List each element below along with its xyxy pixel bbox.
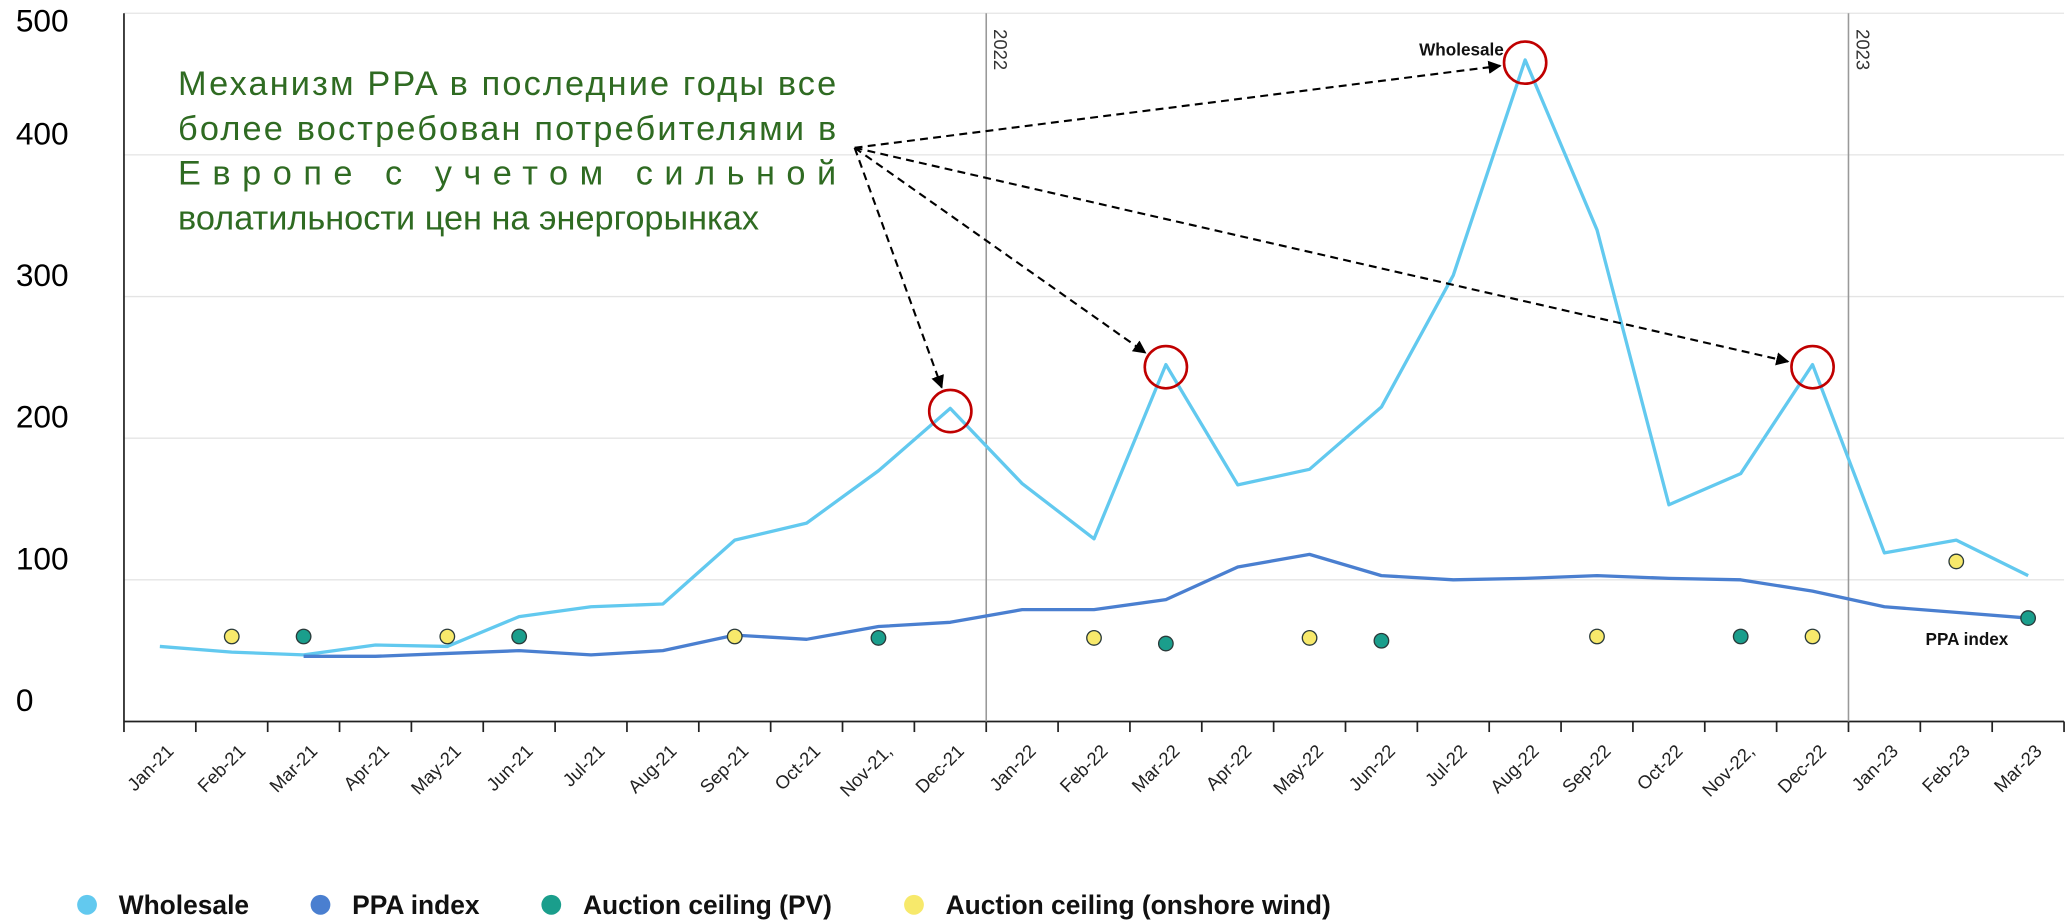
y-tick-label: 400 xyxy=(16,115,69,151)
legend-label: Auction ceiling (PV) xyxy=(583,890,832,920)
series-dot xyxy=(1589,628,1605,645)
y-tick-label: 200 xyxy=(16,399,69,435)
legend-marker xyxy=(310,894,331,915)
x-tick-label: Feb-23 xyxy=(1918,740,1974,796)
series-dot xyxy=(1732,628,1749,645)
highlight-circle xyxy=(1790,344,1835,390)
annotation-text: волатильности цен на энергорынках xyxy=(178,200,759,238)
x-tick-label: Jul-21 xyxy=(558,740,608,790)
x-tick-label: May-21 xyxy=(407,740,465,798)
year-label: 2023 xyxy=(1852,29,1873,70)
legend-label: PPA index xyxy=(352,890,480,920)
highlight-circle xyxy=(1143,344,1189,390)
series-dot xyxy=(1373,632,1390,649)
series-label: PPA index xyxy=(1926,629,2009,649)
highlight-circle xyxy=(1502,40,1548,86)
x-tick-label: Jun-22 xyxy=(1344,740,1399,795)
x-tick-label: Oct-21 xyxy=(770,740,824,794)
legend-marker xyxy=(904,894,924,915)
series-line xyxy=(159,58,2029,657)
x-tick-label: Dec-21 xyxy=(911,740,968,797)
y-tick-label: 500 xyxy=(16,3,69,39)
x-tick-label: Sep-21 xyxy=(696,740,753,797)
series-dot xyxy=(1804,628,1821,645)
x-tick-label: Oct-22 xyxy=(1633,740,1687,794)
series-line xyxy=(303,552,2029,658)
series-dot xyxy=(1157,635,1174,652)
annotation-text: Европе с учетом сильной xyxy=(178,155,836,193)
series-dot xyxy=(2020,610,2037,626)
annotation-text: более востребован потребителями в xyxy=(178,110,836,148)
legend-label: Wholesale xyxy=(119,890,249,920)
series-dot xyxy=(223,628,240,645)
legend-label: Auction ceiling (onshore wind) xyxy=(946,890,1331,920)
annotation-arrow xyxy=(854,146,1790,366)
x-tick-label: May-22 xyxy=(1269,740,1327,798)
series-dot xyxy=(870,629,887,646)
series-dot xyxy=(726,628,743,645)
x-tick-label: Mar-22 xyxy=(1127,740,1183,796)
x-tick-label: Feb-21 xyxy=(193,740,249,796)
x-tick-label: Sep-22 xyxy=(1558,740,1615,797)
year-label: 2022 xyxy=(990,29,1011,70)
legend-marker xyxy=(77,894,97,915)
x-tick-label: Dec-22 xyxy=(1773,740,1830,797)
highlight-circle xyxy=(927,388,973,434)
x-tick-label: Jun-21 xyxy=(482,740,537,795)
legend-marker xyxy=(541,894,562,915)
series-dot xyxy=(1086,629,1102,646)
x-tick-label: Jan-23 xyxy=(1847,740,1902,795)
x-tick-label: Jan-21 xyxy=(123,740,178,795)
x-tick-label: Aug-22 xyxy=(1486,740,1543,797)
series-dot xyxy=(1301,629,1318,646)
y-tick-label: 100 xyxy=(16,540,69,576)
x-tick-label: Nov-21, xyxy=(836,740,897,801)
y-tick-label: 0 xyxy=(16,682,34,718)
x-tick-label: Jul-22 xyxy=(1421,740,1471,790)
x-tick-label: Mar-21 xyxy=(265,740,321,796)
annotation-text: Механизм PPA в последние годы все xyxy=(178,65,836,103)
annotation-arrow xyxy=(853,147,944,389)
y-tick-label: 300 xyxy=(16,257,69,293)
annotation-arrow xyxy=(854,60,1502,149)
annotation-arrow xyxy=(854,146,1147,354)
x-tick-label: Feb-22 xyxy=(1056,740,1112,796)
series-dot xyxy=(439,628,456,645)
series-dot xyxy=(295,628,312,645)
x-tick-label: Apr-22 xyxy=(1201,740,1255,794)
x-tick-label: Aug-21 xyxy=(624,740,681,797)
x-tick-label: Jan-22 xyxy=(985,740,1040,795)
series-dot xyxy=(1948,553,1965,570)
series-label: Wholesale xyxy=(1419,39,1504,59)
x-tick-label: Mar-23 xyxy=(1990,740,2046,796)
x-tick-label: Nov-22, xyxy=(1698,740,1759,801)
series-dot xyxy=(511,628,528,645)
x-tick-label: Apr-21 xyxy=(339,740,393,794)
